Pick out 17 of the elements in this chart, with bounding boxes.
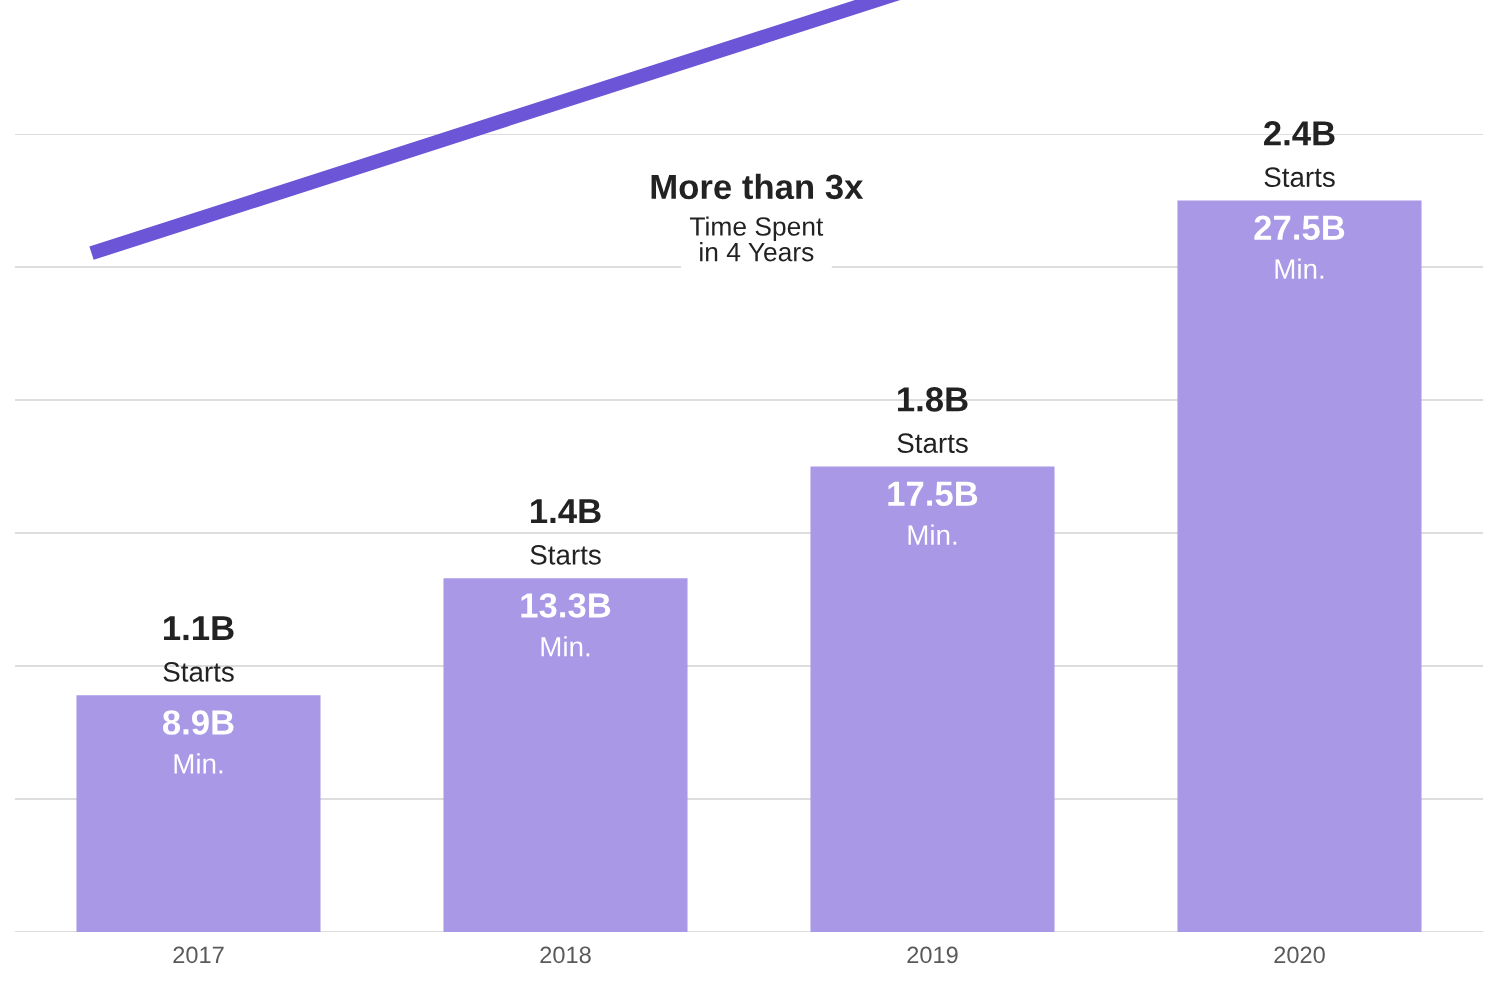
data-label: 27.5B Min. — [1254, 215, 1345, 279]
x-tick-label: 2019 — [907, 946, 958, 964]
annotation: More than 3x Time Spent in 4 Years — [651, 173, 864, 262]
x-tick-label: 2018 — [540, 946, 591, 964]
data-label: 13.3B Min. — [521, 593, 611, 657]
data-label: 17.5B Min. — [888, 481, 978, 545]
bar — [76, 695, 321, 932]
bar — [1177, 200, 1422, 932]
bar — [443, 578, 688, 932]
annotation: 1.4B Starts — [530, 499, 601, 565]
data-label: 8.9B Min. — [162, 710, 234, 774]
x-tick-label: 2020 — [1274, 946, 1325, 964]
annotation: 1.1B Starts — [163, 616, 234, 682]
bar — [810, 466, 1055, 932]
x-tick-label: 2017 — [173, 946, 224, 964]
annotation: 1.8B Starts — [897, 387, 968, 454]
annotation: 2.4B Starts — [1264, 121, 1335, 188]
